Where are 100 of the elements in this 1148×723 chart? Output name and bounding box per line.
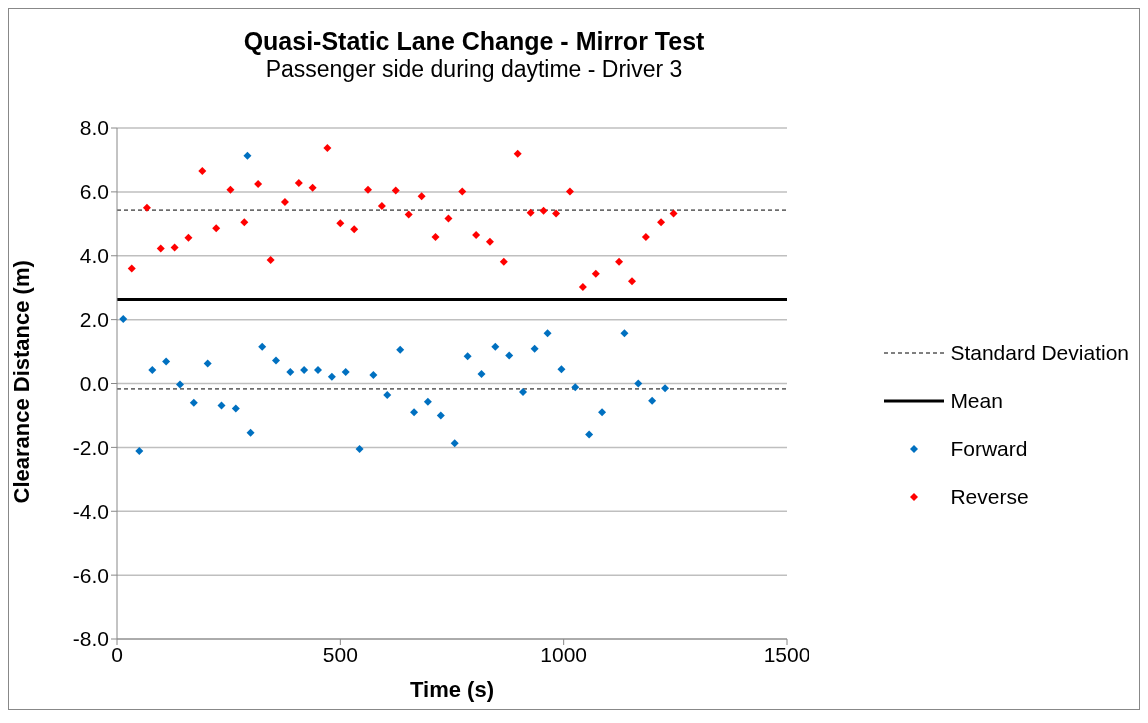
chart-subtitle: Passenger side during daytime - Driver 3 xyxy=(264,56,684,83)
point xyxy=(423,397,432,406)
point xyxy=(598,408,607,417)
point xyxy=(585,430,594,439)
point xyxy=(364,185,373,194)
point xyxy=(308,183,317,192)
point xyxy=(499,257,508,266)
point xyxy=(327,372,336,381)
y-tick-label: -4.0 xyxy=(72,499,109,523)
point xyxy=(377,201,386,210)
point xyxy=(417,192,426,201)
point xyxy=(203,359,212,368)
point xyxy=(657,218,666,227)
point xyxy=(156,244,165,253)
point xyxy=(557,365,566,374)
y-tick-label: 2.0 xyxy=(79,308,109,332)
point xyxy=(314,366,322,375)
point xyxy=(391,186,400,195)
point xyxy=(444,214,453,223)
point xyxy=(272,356,281,365)
point xyxy=(571,383,580,392)
point xyxy=(526,208,535,217)
point xyxy=(463,352,472,361)
point xyxy=(615,257,624,266)
point xyxy=(477,369,486,378)
point xyxy=(142,203,151,212)
point xyxy=(472,230,481,239)
point xyxy=(485,237,494,246)
point xyxy=(396,345,405,354)
point xyxy=(240,218,249,227)
point xyxy=(254,179,263,188)
point xyxy=(431,232,440,241)
point xyxy=(648,396,657,405)
point xyxy=(170,243,179,252)
point xyxy=(530,344,539,353)
point xyxy=(184,233,193,242)
point xyxy=(243,151,252,160)
x-tick-label: 500 xyxy=(322,642,358,666)
point xyxy=(369,370,378,379)
point xyxy=(628,277,637,286)
point xyxy=(266,255,275,264)
point xyxy=(226,185,235,194)
point xyxy=(634,379,643,388)
y-tick-label: 8.0 xyxy=(79,116,109,140)
point xyxy=(135,446,144,455)
point xyxy=(591,269,600,278)
point xyxy=(246,428,255,437)
y-tick-label: 0.0 xyxy=(79,371,109,395)
x-tick-label: 1000 xyxy=(540,642,588,666)
y-tick-label: -6.0 xyxy=(72,563,109,587)
point xyxy=(543,329,552,338)
point xyxy=(127,264,136,273)
point xyxy=(565,187,574,196)
point xyxy=(491,342,500,351)
point xyxy=(341,368,350,376)
point xyxy=(198,167,207,176)
point xyxy=(217,401,226,410)
point xyxy=(458,187,467,196)
y-tick-label: -2.0 xyxy=(72,435,109,459)
point xyxy=(513,149,522,158)
legend-label: Reverse xyxy=(950,485,1029,509)
point xyxy=(410,408,419,417)
x-tick-label: 0 xyxy=(111,642,123,666)
chart-title: Quasi-Static Lane Change - Mirror Test xyxy=(242,27,706,56)
point xyxy=(661,384,670,393)
point xyxy=(450,439,459,448)
y-tick-label: -8.0 xyxy=(72,627,109,651)
legend-label: Forward xyxy=(950,437,1028,461)
point xyxy=(641,232,650,241)
point xyxy=(148,366,157,375)
point xyxy=(336,219,345,228)
point xyxy=(189,398,198,407)
y-tick-label: 4.0 xyxy=(79,244,109,268)
point xyxy=(231,404,240,413)
point xyxy=(436,411,445,420)
point xyxy=(620,329,629,338)
point xyxy=(669,209,678,218)
point xyxy=(323,144,332,153)
point xyxy=(383,391,392,399)
point xyxy=(280,198,289,207)
point xyxy=(286,368,295,376)
point xyxy=(350,225,359,234)
legend-label: Standard Deviation xyxy=(950,341,1129,365)
point xyxy=(539,206,548,215)
point xyxy=(175,380,184,389)
point xyxy=(119,314,128,323)
point xyxy=(212,224,221,233)
legend-label: Mean xyxy=(950,389,1003,413)
point xyxy=(258,342,267,351)
point xyxy=(404,210,413,219)
point xyxy=(294,178,303,187)
y-axis-title: Clearance Distance (m) xyxy=(8,260,34,504)
y-tick-label: 6.0 xyxy=(79,180,109,204)
x-axis-title: Time (s) xyxy=(410,677,494,702)
point xyxy=(505,351,514,360)
point xyxy=(578,283,587,292)
x-tick-label: 1500 xyxy=(763,642,811,666)
point xyxy=(355,444,364,453)
point xyxy=(519,388,528,397)
point xyxy=(162,357,171,366)
